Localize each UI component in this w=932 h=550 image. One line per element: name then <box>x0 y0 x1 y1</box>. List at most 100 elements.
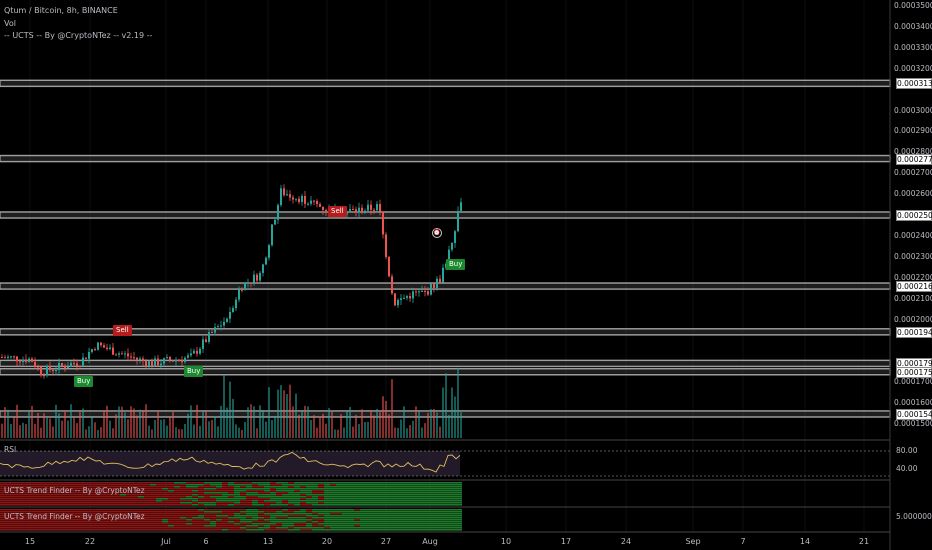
trend-cell <box>210 496 216 498</box>
candle-body <box>316 200 318 205</box>
volume-bar <box>298 414 300 438</box>
trend-cell <box>318 517 324 519</box>
trend-cell <box>114 494 120 496</box>
trend-cell <box>36 484 42 486</box>
trend-cell <box>24 511 30 513</box>
trend-cell <box>438 511 444 513</box>
trend-cell <box>246 525 252 527</box>
trend-cell <box>282 494 288 496</box>
trend-cell <box>114 488 120 490</box>
trend-cell <box>150 513 156 515</box>
level-price-label: 0.00027700 <box>896 153 932 165</box>
trend-cell <box>198 504 204 506</box>
trend-cell <box>300 486 306 488</box>
trend-cell <box>90 513 96 515</box>
trend-cell <box>204 500 210 502</box>
trend-cell <box>30 509 36 511</box>
trend-cell <box>84 482 90 484</box>
trend-finder-title-1: UCTS Trend Finder -- By @CryptoNTez <box>4 486 145 495</box>
trend-cell <box>216 525 222 527</box>
trend-cell <box>192 486 198 488</box>
trend-cell <box>6 525 12 527</box>
trend-cell <box>258 511 264 513</box>
trend-cell <box>282 521 288 523</box>
trend-cell <box>390 490 396 492</box>
trend-cell <box>450 521 456 523</box>
trend-cell <box>240 519 246 521</box>
candle-body <box>40 367 42 376</box>
trend-cell <box>252 484 258 486</box>
trend-cell <box>288 525 294 527</box>
trend-cell <box>126 515 132 517</box>
trend-cell <box>192 525 198 527</box>
trend-cell <box>372 500 378 502</box>
trend-cell <box>408 527 414 529</box>
trend-cell <box>228 496 234 498</box>
trend-cell <box>144 484 150 486</box>
trend-cell <box>378 529 384 531</box>
trend-cell <box>36 486 42 488</box>
trend-cell <box>132 492 138 494</box>
trend-cell <box>306 494 312 496</box>
trend-cell <box>318 482 324 484</box>
trend-cell <box>12 523 18 525</box>
trend-cell <box>132 509 138 511</box>
trend-finder-value: 5.00000000 <box>896 512 932 521</box>
trend-cell <box>156 486 162 488</box>
trend-cell <box>432 486 438 488</box>
trend-cell <box>150 488 156 490</box>
trend-cell <box>96 525 102 527</box>
candle-body <box>322 206 324 210</box>
trend-cell <box>282 527 288 529</box>
trend-cell <box>102 504 108 506</box>
trend-cell <box>6 500 12 502</box>
trend-cell <box>354 515 360 517</box>
time-tick-label: Sep <box>685 537 701 546</box>
trend-cell <box>114 517 120 519</box>
trend-cell <box>246 484 252 486</box>
trend-cell <box>276 525 282 527</box>
trend-cell <box>456 482 462 484</box>
trend-cell <box>276 511 282 513</box>
trend-cell <box>240 500 246 502</box>
volume-bar <box>220 405 222 438</box>
trend-cell <box>366 482 372 484</box>
trend-cell <box>120 488 126 490</box>
trend-cell <box>36 511 42 513</box>
trend-cell <box>162 523 168 525</box>
volume-bar <box>274 415 276 438</box>
trend-cell <box>306 521 312 523</box>
alarm-clock-icon[interactable]: ⏰ <box>432 228 442 238</box>
volume-bar <box>4 407 6 438</box>
trend-cell <box>132 511 138 513</box>
trend-cell <box>390 509 396 511</box>
trend-cell <box>366 484 372 486</box>
trend-cell <box>24 513 30 515</box>
trend-cell <box>24 484 30 486</box>
trend-cell <box>426 529 432 531</box>
trend-cell <box>138 490 144 492</box>
trend-cell <box>54 488 60 490</box>
trend-cell <box>384 515 390 517</box>
trend-cell <box>120 486 126 488</box>
trend-cell <box>150 521 156 523</box>
trend-cell <box>390 488 396 490</box>
trend-cell <box>6 515 12 517</box>
trend-cell <box>96 490 102 492</box>
trend-cell <box>126 519 132 521</box>
trend-cell <box>318 494 324 496</box>
trend-cell <box>0 496 6 498</box>
volume-bar <box>112 428 114 438</box>
volume-bar <box>133 408 135 438</box>
trend-cell <box>414 515 420 517</box>
trend-cell <box>138 511 144 513</box>
trend-cell <box>366 529 372 531</box>
candle-body <box>88 352 90 359</box>
candle-body <box>364 210 366 213</box>
trend-cell <box>444 492 450 494</box>
time-tick-label: 10 <box>500 537 512 546</box>
trend-cell <box>96 482 102 484</box>
volume-bar <box>25 423 27 438</box>
